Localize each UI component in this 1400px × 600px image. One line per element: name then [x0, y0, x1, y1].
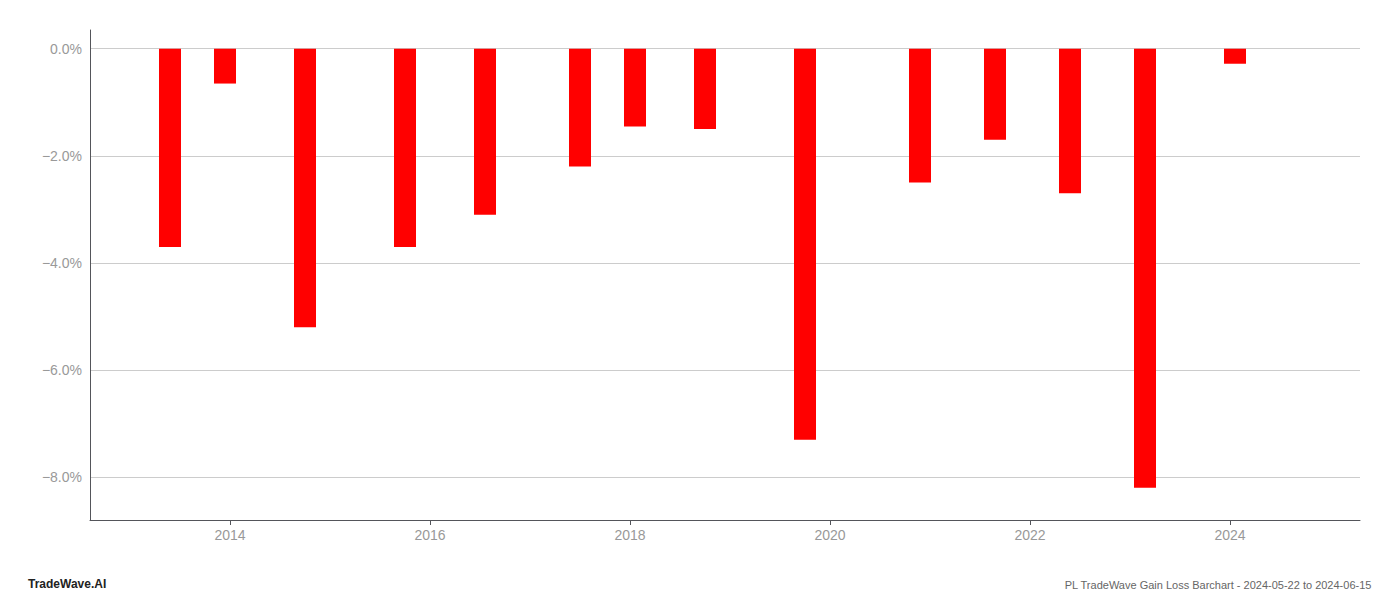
svg-text:0.0%: 0.0% [50, 41, 82, 57]
svg-text:−8.0%: −8.0% [42, 469, 82, 485]
svg-text:TradeWave.AI: TradeWave.AI [28, 577, 106, 591]
svg-text:2022: 2022 [1014, 527, 1045, 543]
svg-text:2018: 2018 [614, 527, 645, 543]
svg-text:2014: 2014 [214, 527, 245, 543]
svg-text:−4.0%: −4.0% [42, 255, 82, 271]
svg-text:2024: 2024 [1214, 527, 1245, 543]
svg-text:−2.0%: −2.0% [42, 148, 82, 164]
svg-text:2016: 2016 [414, 527, 445, 543]
svg-text:−6.0%: −6.0% [42, 362, 82, 378]
svg-text:2020: 2020 [814, 527, 845, 543]
svg-text:PL TradeWave Gain Loss Barchar: PL TradeWave Gain Loss Barchart - 2024-0… [1065, 579, 1372, 591]
